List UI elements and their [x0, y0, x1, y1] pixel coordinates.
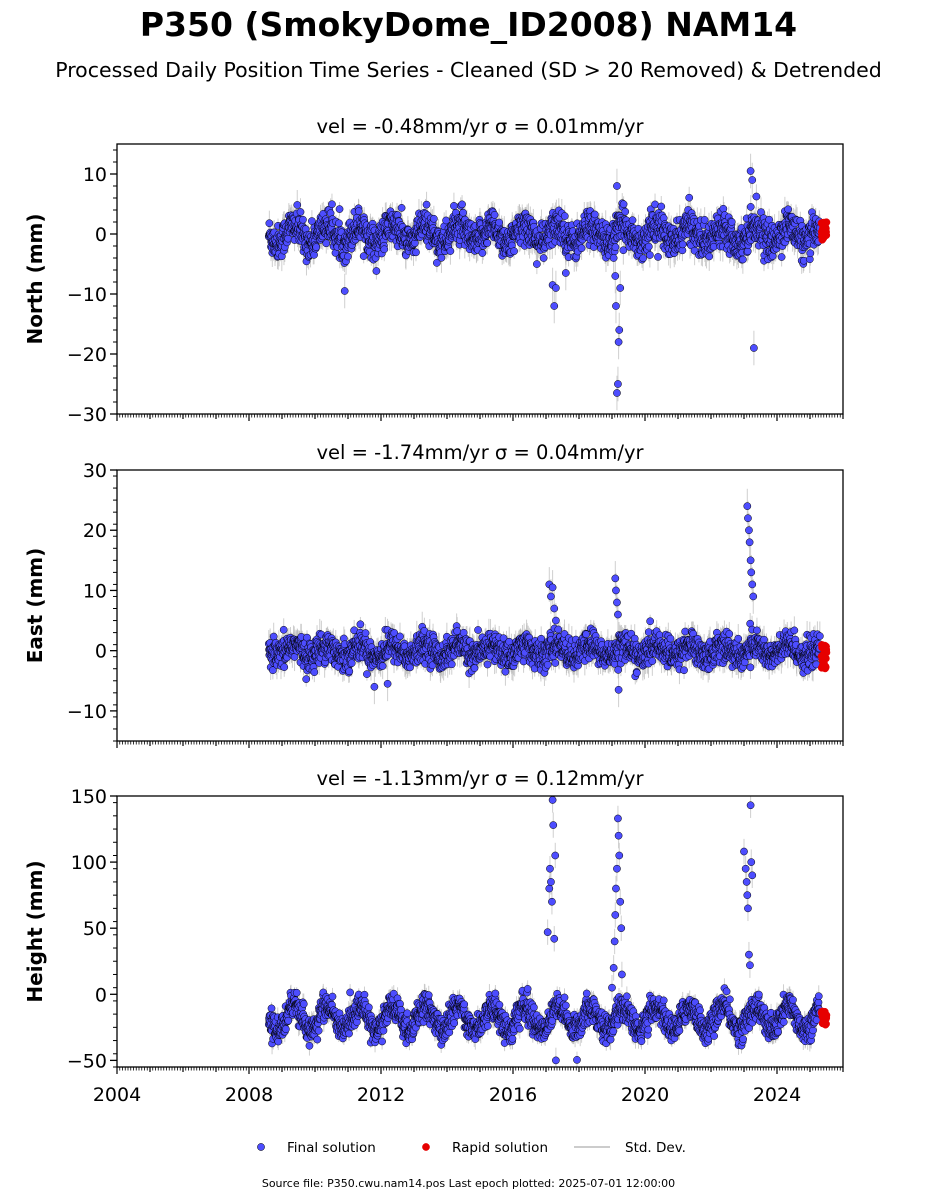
y-tick-label: −10: [67, 284, 107, 306]
final-point: [354, 207, 363, 215]
final-point: [495, 218, 504, 227]
final-point: [265, 219, 274, 228]
final-point: [644, 242, 653, 251]
final-point: [372, 267, 381, 275]
y-tick-label: −30: [67, 404, 107, 426]
y-tick-label: 0: [95, 224, 107, 246]
final-point: [654, 253, 662, 261]
final-point: [768, 252, 777, 260]
stddev-bars-north: [268, 153, 821, 411]
rapid-points-north: [817, 218, 831, 244]
final-point: [746, 203, 755, 211]
y-tick-label: 10: [83, 164, 107, 186]
final-point: [344, 252, 352, 261]
final-point: [615, 326, 624, 334]
final-point: [442, 216, 450, 225]
final-point: [312, 243, 321, 251]
final-point: [335, 205, 344, 213]
final-point: [739, 255, 747, 264]
final-point: [616, 284, 625, 292]
final-point: [705, 252, 714, 261]
final-point: [619, 200, 628, 209]
final-point: [490, 211, 499, 219]
panel-north: 10 0 −10 −20 −30 vel = -0.48mm/yr σ = 0.01mm/…: [23, 115, 844, 426]
final-point: [397, 204, 406, 212]
final-point: [561, 269, 570, 277]
final-point: [552, 284, 560, 292]
y-tick-label: −20: [67, 344, 107, 366]
final-point: [539, 254, 548, 262]
final-point: [380, 245, 389, 254]
final-point: [612, 302, 620, 310]
final-point: [613, 182, 621, 190]
final-point: [430, 214, 438, 223]
final-point: [678, 240, 687, 249]
final-point: [483, 239, 492, 247]
final-point: [750, 344, 758, 352]
final-point: [550, 302, 559, 310]
final-point: [628, 216, 637, 225]
final-point: [614, 380, 622, 388]
final-point: [748, 176, 757, 184]
final-point: [328, 200, 336, 209]
final-point: [459, 208, 467, 217]
figure-title: P350 (SmokyDome_ID2008) NAM14: [139, 5, 798, 44]
final-point: [450, 202, 458, 210]
axes-frame-north: [116, 143, 844, 415]
final-point: [611, 243, 620, 252]
final-point: [412, 248, 420, 257]
final-point: [296, 208, 305, 216]
final-point: [359, 252, 368, 260]
final-point: [777, 253, 786, 261]
final-point: [437, 253, 446, 262]
final-point: [685, 193, 694, 202]
final-point: [340, 287, 349, 295]
final-point: [322, 239, 331, 248]
final-point: [621, 207, 630, 216]
final-point: [533, 260, 541, 268]
final-point: [752, 192, 761, 201]
rapid-point: [822, 231, 831, 240]
final-point: [614, 338, 623, 346]
rapid-point: [822, 218, 831, 227]
final-point: [611, 272, 620, 280]
final-point: [335, 219, 343, 228]
final-point: [308, 217, 316, 225]
final-point: [746, 167, 755, 175]
final-point: [591, 210, 599, 219]
final-point: [478, 249, 487, 257]
final-point: [646, 251, 654, 259]
final-point: [299, 215, 307, 224]
final-point: [727, 218, 736, 226]
final-point: [432, 259, 441, 267]
y-axis-label-north: North (mm): [23, 213, 47, 344]
final-point: [784, 205, 792, 214]
final-point: [422, 200, 431, 209]
final-point: [577, 244, 586, 253]
final-point: [510, 247, 518, 256]
final-point: [639, 254, 647, 263]
plot-area-north: [264, 153, 831, 411]
final-point: [806, 249, 815, 258]
final-point: [293, 201, 302, 209]
final-point: [560, 212, 569, 220]
final-point: [700, 216, 709, 224]
panel-title-north: vel = -0.48mm/yr σ = 0.01mm/yr: [316, 115, 644, 138]
final-point: [446, 247, 455, 255]
final-point: [657, 202, 666, 211]
final-point: [458, 200, 466, 209]
final-point: [719, 204, 728, 213]
final-point: [619, 246, 628, 255]
final-point: [609, 254, 618, 262]
plot-area-east: [264, 488, 831, 708]
figure-subtitle: Processed Daily Position Time Series - C…: [55, 58, 882, 82]
final-point: [613, 389, 621, 397]
final-points-north: [264, 167, 824, 397]
